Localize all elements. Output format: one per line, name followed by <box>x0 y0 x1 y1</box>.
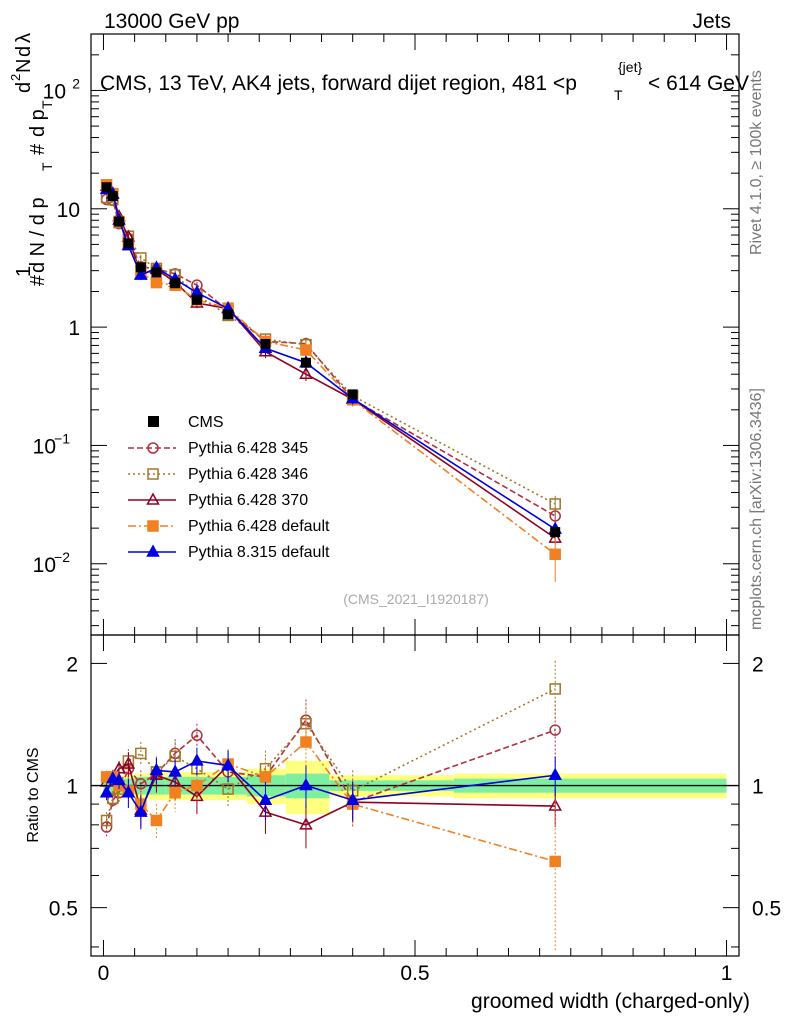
ratio-series-0 <box>102 699 561 836</box>
ratio-point-3 <box>550 856 560 866</box>
x-tick-label: 1 <box>721 962 733 985</box>
main-line-4 <box>107 189 556 529</box>
legend-marker-4 <box>148 546 159 556</box>
ylabel-dpt-sub: T <box>39 100 55 109</box>
main-reference <box>102 182 561 537</box>
cms-data-point <box>151 267 161 277</box>
legend-label-3: Pythia 6.428 default <box>188 518 330 535</box>
ratio-panel: 0.5 0.51 12 2 0 0.5 1 Ratio to CMS <box>25 635 781 985</box>
cms-data-point <box>260 339 270 349</box>
cms-data-point <box>102 182 112 192</box>
main-y-axis-label: # 1 d N / d p T # d p T d 2 N d λ <box>8 33 55 286</box>
main-point-3 <box>151 278 161 288</box>
cms-data-point <box>123 238 133 248</box>
ratio-ytick-label-left: 2 <box>66 653 78 676</box>
main-ytick-label-base: 10 <box>33 435 56 458</box>
ratio-series-1 <box>102 661 561 830</box>
ratio-y-axis-label: Ratio to CMS <box>25 747 42 842</box>
ylabel-dndpt-sub: T <box>39 162 55 171</box>
x-tick-label: 0 <box>98 962 110 985</box>
legend-marker-2 <box>148 494 159 504</box>
main-ytick-label: 1 <box>68 317 80 340</box>
main-ytick-label-base: 10 <box>33 554 56 577</box>
main-ytick-label-exp: −2 <box>54 549 70 565</box>
main-series-group <box>101 180 561 582</box>
cms-data-point <box>114 217 124 227</box>
ratio-point-1 <box>136 748 146 758</box>
ylabel-lambda: λ <box>13 33 35 43</box>
ylabel-d2: d <box>13 46 35 57</box>
ylabel-dndpt: d N / d p <box>27 197 49 273</box>
ratio-point-3 <box>260 772 270 782</box>
ratio-series-group <box>101 661 561 952</box>
title-tail: < 614 GeV <box>648 72 749 95</box>
legend-label-2: Pythia 6.428 370 <box>188 492 308 509</box>
ratio-ytick-label-right: 2 <box>752 653 764 676</box>
main-line-3 <box>107 185 556 555</box>
plot-svg: 13000 GeV pp Jets Rivet 4.1.0, ≥ 100k ev… <box>0 0 786 1024</box>
cms-data-point <box>348 389 358 399</box>
x-axis-label: groomed width (charged-only) <box>471 990 750 1013</box>
cms-data-point <box>550 527 560 537</box>
title-sub: T <box>614 87 623 103</box>
legend-label-cms: CMS <box>188 414 224 431</box>
main-line-1 <box>107 197 556 504</box>
main-series-1 <box>102 192 561 513</box>
main-ytick-label-base: 10 <box>43 80 66 103</box>
header-jets: Jets <box>692 10 731 33</box>
title-main: CMS, 13 TeV, AK4 jets, forward dijet reg… <box>100 72 577 95</box>
legend-marker-3 <box>148 521 158 531</box>
ratio-point-3 <box>170 788 180 798</box>
ratio-point-3 <box>151 815 161 825</box>
legend-marker-cms <box>148 416 159 427</box>
ylabel-hash-2: # <box>27 143 49 155</box>
main-series-2 <box>101 180 561 544</box>
main-series-0 <box>102 194 561 526</box>
legend: CMS Pythia 6.428 345 Pythia 6.428 346 Pythi… <box>128 414 330 561</box>
ratio-ytick-label-left: 1 <box>66 776 78 799</box>
main-series-4 <box>101 183 561 535</box>
legend-label-1: Pythia 6.428 346 <box>188 466 308 483</box>
legend-label-4: Pythia 8.315 default <box>188 544 330 561</box>
ratio-point-3 <box>301 737 311 747</box>
main-ytick-label: 10 <box>57 199 80 222</box>
x-tick-label: 0.5 <box>400 962 429 985</box>
ratio-x-ticks: 0 0.5 1 <box>98 635 733 985</box>
ylabel-n: N <box>13 59 35 73</box>
cms-data-point <box>136 262 146 272</box>
title-sup: {jet} <box>618 59 642 75</box>
ylabel-dpt: d p <box>27 109 49 137</box>
main-series-3 <box>102 180 561 582</box>
cms-data-point <box>223 309 233 319</box>
main-point-3 <box>301 345 311 355</box>
header-energy: 13000 GeV pp <box>104 10 239 33</box>
ratio-ytick-label-right: 0.5 <box>752 898 781 921</box>
main-ytick-label-exp: −1 <box>54 430 70 446</box>
cms-data-point <box>170 278 180 288</box>
ratio-ytick-label-left: 0.5 <box>49 898 78 921</box>
main-ytick-label-exp: 2 <box>72 75 80 91</box>
cms-data-point <box>301 358 311 368</box>
cms-data-point <box>192 295 202 305</box>
cms-data-point <box>108 191 118 201</box>
ratio-ytick-label-right: 1 <box>752 776 764 799</box>
main-point-3 <box>550 549 560 559</box>
ratio-point-3 <box>192 781 202 791</box>
side-rivet-label: Rivet 4.1.0, ≥ 100k events <box>748 70 765 255</box>
side-mcplots-label: mcplots.cern.ch [arXiv:1306.3436] <box>748 388 765 630</box>
legend-label-0: Pythia 6.428 345 <box>188 440 308 457</box>
ylabel-d: d <box>13 82 35 93</box>
ylabel-sq: 2 <box>8 74 23 81</box>
analysis-id: (CMS_2021_I1920187) <box>343 591 489 607</box>
ratio-point-4 <box>191 755 202 765</box>
chart-title: CMS, 13 TeV, AK4 jets, forward dijet reg… <box>100 59 749 103</box>
